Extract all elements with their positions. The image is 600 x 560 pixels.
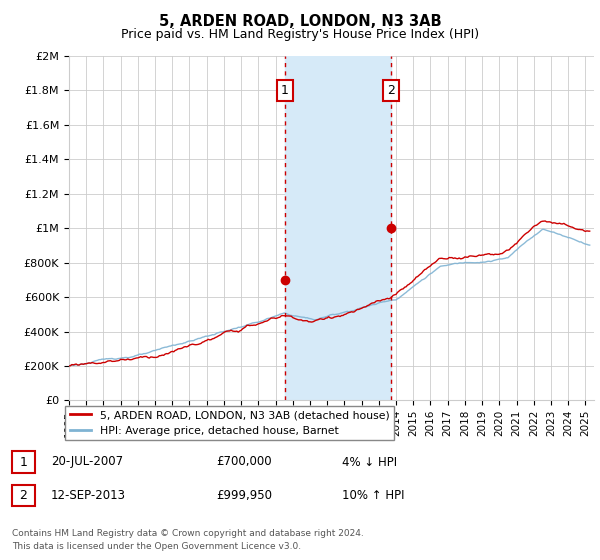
Text: 1: 1: [19, 455, 28, 469]
Text: 5, ARDEN ROAD, LONDON, N3 3AB: 5, ARDEN ROAD, LONDON, N3 3AB: [158, 14, 442, 29]
Text: 1: 1: [281, 84, 289, 97]
Text: 20-JUL-2007: 20-JUL-2007: [51, 455, 123, 469]
Text: 12-SEP-2013: 12-SEP-2013: [51, 489, 126, 502]
Text: 10% ↑ HPI: 10% ↑ HPI: [342, 489, 404, 502]
Text: £999,950: £999,950: [216, 489, 272, 502]
Text: 4% ↓ HPI: 4% ↓ HPI: [342, 455, 397, 469]
Text: 2: 2: [19, 489, 28, 502]
Text: Contains HM Land Registry data © Crown copyright and database right 2024.
This d: Contains HM Land Registry data © Crown c…: [12, 529, 364, 550]
Text: Price paid vs. HM Land Registry's House Price Index (HPI): Price paid vs. HM Land Registry's House …: [121, 28, 479, 41]
Legend: 5, ARDEN ROAD, LONDON, N3 3AB (detached house), HPI: Average price, detached hou: 5, ARDEN ROAD, LONDON, N3 3AB (detached …: [65, 406, 394, 440]
Bar: [285, 56, 391, 400]
Text: 2: 2: [387, 84, 395, 97]
Text: £700,000: £700,000: [216, 455, 272, 469]
